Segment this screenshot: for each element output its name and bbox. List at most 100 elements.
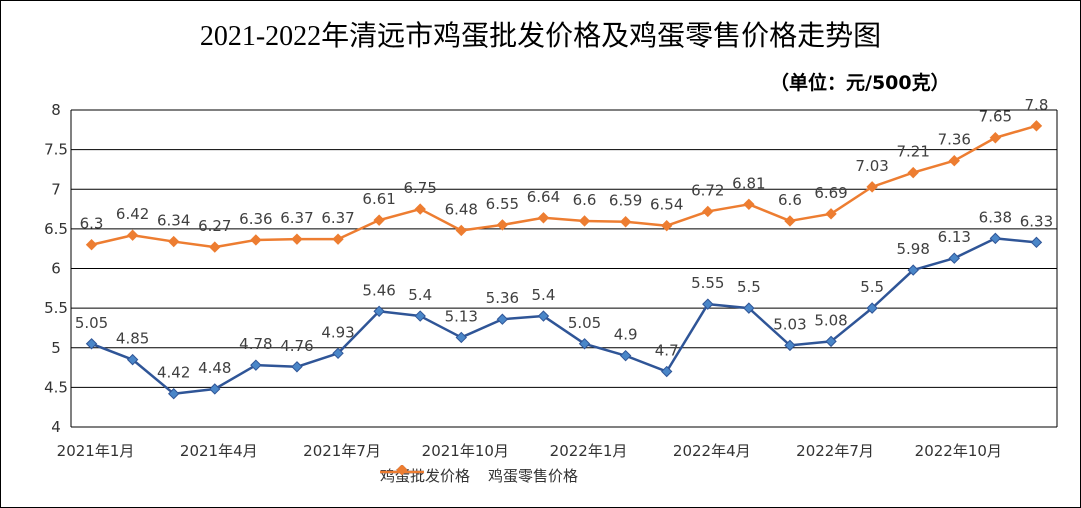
data-label: 7.21: [897, 143, 930, 161]
legend: 鸡蛋批发价格 鸡蛋零售价格: [380, 465, 578, 486]
data-label: 6.36: [239, 210, 272, 228]
data-point: [578, 215, 591, 227]
x-tick-label: 2022年4月: [673, 442, 751, 460]
data-point: [414, 203, 426, 215]
x-tick-label: 2021年7月: [303, 442, 381, 460]
legend-swatch-retail: [380, 465, 424, 476]
data-point: [373, 305, 385, 318]
data-label: 7.65: [979, 108, 1012, 126]
data-label: 5.03: [773, 315, 806, 333]
data-label: 5.13: [445, 307, 478, 325]
y-tick-label: 7: [51, 180, 61, 198]
y-tick-label: 4.5: [44, 378, 68, 396]
data-point: [496, 219, 509, 231]
data-label: 5.36: [486, 289, 519, 307]
data-label: 6.37: [280, 209, 313, 227]
data-point: [209, 241, 221, 253]
data-label: 6.59: [609, 192, 642, 210]
data-label: 4.48: [198, 359, 231, 377]
data-label: 6.27: [198, 217, 231, 235]
series-line-1: [91, 124, 1037, 249]
data-point: [250, 234, 262, 246]
x-tick-label: 2022年10月: [915, 442, 1002, 460]
data-point: [743, 302, 755, 314]
data-label: 6.38: [979, 208, 1012, 226]
data-point: [948, 252, 960, 264]
y-tick-label: 6.5: [44, 220, 68, 238]
data-label: 7.03: [855, 157, 888, 175]
data-point: [168, 235, 180, 248]
data-point: [537, 212, 550, 224]
data-point: [168, 388, 180, 400]
data-label: 6.6: [573, 191, 597, 209]
data-point: [619, 349, 632, 362]
data-label: 6.48: [445, 200, 478, 218]
data-point: [907, 166, 919, 179]
data-point: [414, 310, 426, 322]
data-point: [661, 219, 673, 232]
data-point: [455, 224, 467, 237]
data-point: [743, 198, 755, 211]
data-point: [1030, 120, 1043, 132]
x-tick-label: 2021年4月: [180, 442, 258, 460]
data-label: 6.54: [650, 196, 683, 214]
data-label: 6.81: [732, 174, 765, 192]
data-point: [1030, 236, 1043, 249]
data-point: [496, 313, 509, 325]
data-label: 4.7: [655, 342, 679, 360]
data-label: 4.93: [321, 323, 354, 341]
data-point: [866, 302, 878, 314]
data-label: 4.9: [614, 326, 638, 344]
data-label: 6.3: [80, 215, 104, 233]
data-label: 7.36: [938, 131, 971, 149]
data-label: 6.6: [778, 191, 802, 209]
data-label: 6.69: [814, 184, 847, 202]
data-label: 6.72: [691, 181, 724, 199]
legend-item-retail: 鸡蛋零售价格: [380, 465, 578, 486]
x-tick-label: 2021年1月: [57, 442, 135, 460]
data-point: [332, 347, 344, 360]
data-label: 5.55: [691, 274, 724, 292]
data-label: 5.5: [737, 278, 761, 296]
data-label: 6.55: [486, 195, 519, 213]
data-point: [989, 232, 1002, 245]
data-label: 6.61: [362, 190, 395, 208]
data-point: [85, 239, 98, 251]
data-label: 5.5: [860, 278, 884, 296]
data-point: [373, 214, 385, 226]
data-label: 5.4: [408, 286, 432, 304]
data-label: 4.85: [116, 330, 149, 348]
data-point: [537, 310, 550, 322]
y-tick-label: 4: [51, 418, 61, 436]
y-tick-label: 6: [51, 260, 61, 278]
series-line-0: [91, 237, 1037, 395]
x-tick-label: 2022年1月: [550, 442, 628, 460]
data-label: 5.98: [897, 240, 930, 258]
data-point: [619, 216, 632, 228]
data-label: 6.13: [938, 228, 971, 246]
data-point: [825, 208, 837, 220]
data-label: 6.64: [527, 188, 560, 206]
chart-title: 2021-2022年清远市鸡蛋批发价格及鸡蛋零售价格走势图: [199, 21, 882, 52]
x-tick-label: 2022年7月: [796, 442, 874, 460]
y-tick-label: 5: [51, 339, 61, 357]
data-label: 5.05: [568, 314, 601, 332]
data-label: 6.33: [1020, 212, 1053, 230]
data-label: 6.75: [404, 179, 437, 197]
unit-label: （单位：元/500克）: [770, 72, 950, 94]
data-point: [825, 335, 837, 348]
data-point: [209, 383, 221, 395]
data-point: [784, 339, 796, 352]
data-label: 7.8: [1025, 96, 1049, 114]
data-point: [866, 181, 878, 193]
data-label: 5.05: [75, 314, 108, 332]
data-label: 6.34: [157, 212, 190, 230]
data-point: [907, 264, 919, 276]
data-point: [455, 331, 467, 344]
data-label: 6.42: [116, 205, 149, 223]
data-point: [85, 338, 98, 350]
y-tick-label: 7.5: [44, 141, 68, 159]
y-tick-label: 8: [51, 101, 61, 119]
